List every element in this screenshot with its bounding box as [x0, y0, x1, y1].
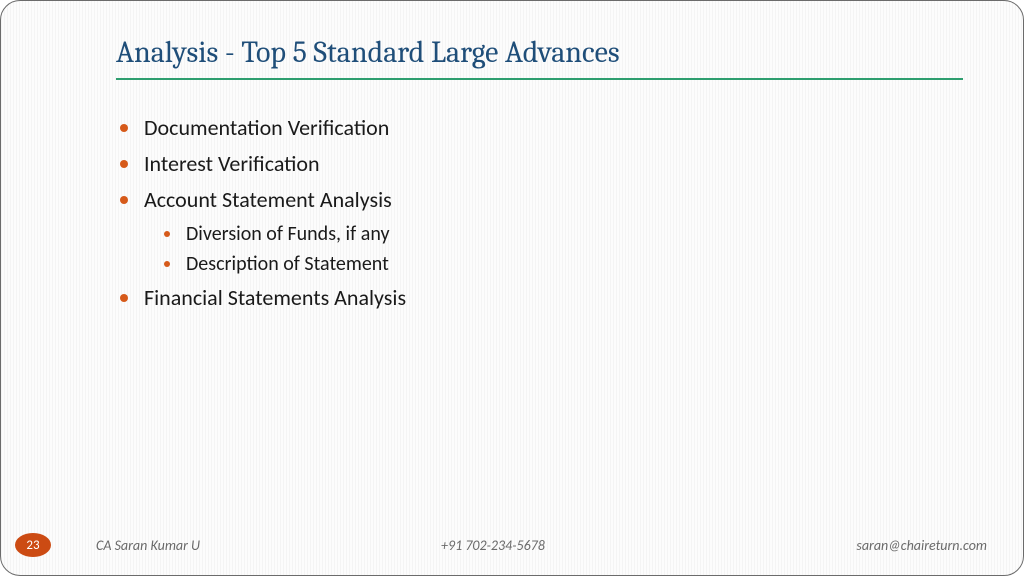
list-item: Financial Statements Analysis: [116, 281, 903, 315]
footer: 23 CA Saran Kumar U +91 702-234-5678 sar…: [1, 531, 1023, 557]
slide-title: Analysis - Top 5 Standard Large Advances: [116, 35, 963, 76]
title-block: Analysis - Top 5 Standard Large Advances: [116, 35, 963, 80]
bullet-text: Diversion of Funds, if any: [186, 222, 390, 246]
footer-phone: +91 702-234-5678: [441, 537, 545, 554]
list-item: Diversion of Funds, if any: [160, 219, 903, 249]
content-area: Documentation Verification Interest Veri…: [116, 111, 903, 317]
page-number: 23: [26, 538, 39, 553]
list-item: Description of Statement: [160, 249, 903, 279]
bullet-list: Documentation Verification Interest Veri…: [116, 111, 903, 315]
bullet-text: Documentation Verification: [144, 114, 389, 141]
list-item: Interest Verification: [116, 147, 903, 181]
list-item: Account Statement Analysis Diversion of …: [116, 183, 903, 279]
bullet-text: Financial Statements Analysis: [144, 284, 406, 311]
bullet-text: Interest Verification: [144, 150, 320, 177]
sub-bullet-list: Diversion of Funds, if any Description o…: [144, 219, 903, 279]
footer-author: CA Saran Kumar U: [96, 537, 200, 554]
footer-email: saran@chaireturn.com: [856, 537, 987, 554]
bullet-text: Description of Statement: [186, 252, 389, 276]
list-item: Documentation Verification: [116, 111, 903, 145]
slide-frame: Analysis - Top 5 Standard Large Advances…: [0, 0, 1024, 576]
title-underline: [116, 78, 963, 80]
page-number-badge: 23: [15, 533, 51, 557]
bullet-text: Account Statement Analysis: [144, 186, 392, 213]
